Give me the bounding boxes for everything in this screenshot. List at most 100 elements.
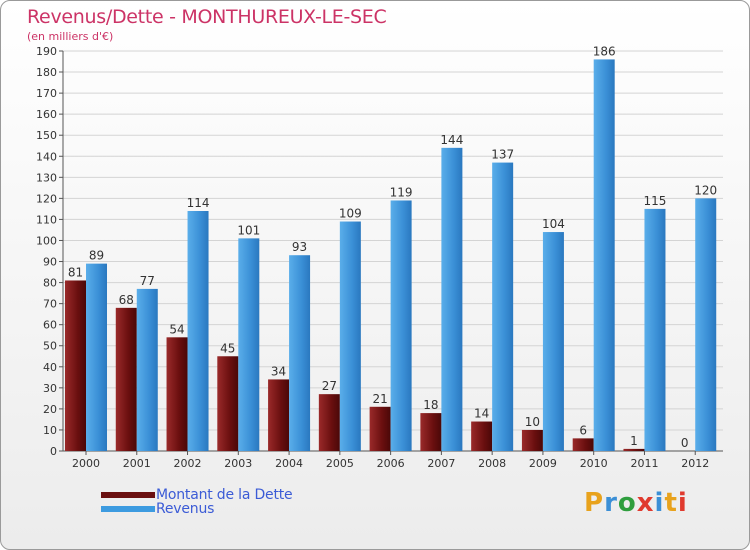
x-tick-label: 2003 <box>224 457 252 470</box>
data-label-dette: 0 <box>681 436 689 450</box>
legend-item-dette: Montant de la Dette <box>101 487 293 503</box>
x-tick-label: 2006 <box>377 457 405 470</box>
bar-dette <box>115 307 137 451</box>
bar-revenus <box>86 263 107 451</box>
x-tick-label: 2000 <box>72 457 100 470</box>
logo-letter: r <box>604 488 618 518</box>
data-label-revenus: 186 <box>593 44 616 58</box>
bar-dette <box>65 280 86 451</box>
bar-dette <box>572 438 594 451</box>
logo-letter: i <box>654 488 665 518</box>
logo-letter: o <box>617 488 637 518</box>
y-tick-label: 20 <box>43 403 57 416</box>
bar-revenus <box>492 162 514 451</box>
y-tick-label: 180 <box>36 66 57 79</box>
data-label-dette: 54 <box>169 322 184 336</box>
logo-letter: t <box>664 488 678 518</box>
bar-revenus <box>390 200 412 451</box>
data-label-dette: 81 <box>68 265 83 279</box>
data-label-dette: 45 <box>220 341 235 355</box>
data-label-revenus: 109 <box>339 207 362 221</box>
chart-title: Revenus/Dette - MONTHUREUX-LE-SEC <box>27 6 387 28</box>
legend-swatch-revenus <box>101 506 155 512</box>
proxiti-logo: Proxiti <box>584 488 688 518</box>
y-tick-label: 130 <box>36 171 57 184</box>
x-tick-label: 2004 <box>275 457 303 470</box>
bar-dette <box>521 429 543 451</box>
bar-revenus <box>542 232 564 451</box>
x-tick-label: 2008 <box>478 457 506 470</box>
data-label-revenus: 101 <box>237 223 260 237</box>
chart-subtitle: (en milliers d'€) <box>27 30 114 43</box>
data-label-dette: 1 <box>630 434 638 448</box>
data-label-dette: 21 <box>372 392 387 406</box>
data-label-revenus: 115 <box>644 194 667 208</box>
y-tick-label: 30 <box>43 382 57 395</box>
x-tick-label: 2009 <box>529 457 557 470</box>
data-label-revenus: 104 <box>542 217 565 231</box>
legend-label-revenus: Revenus <box>156 501 215 517</box>
bar-revenus <box>289 255 311 451</box>
bar-dette <box>420 413 442 451</box>
data-label-dette: 6 <box>579 423 587 437</box>
data-label-revenus: 93 <box>292 240 307 254</box>
legend-swatch-dette <box>101 492 155 498</box>
data-label-dette: 27 <box>322 379 337 393</box>
legend-label-dette: Montant de la Dette <box>156 487 293 503</box>
y-tick-label: 60 <box>43 319 57 332</box>
logo-letter: P <box>584 488 605 518</box>
logo-letter: i <box>677 488 688 518</box>
y-tick-label: 80 <box>43 277 57 290</box>
y-tick-label: 190 <box>36 45 57 58</box>
y-tick-label: 70 <box>43 298 57 311</box>
bar-revenus <box>339 221 361 451</box>
y-tick-label: 170 <box>36 87 57 100</box>
bar-dette <box>166 337 188 451</box>
data-labels: 8189687754114451013493271092111918144141… <box>68 44 717 450</box>
data-label-revenus: 144 <box>440 133 463 147</box>
bar-dette <box>217 356 239 451</box>
x-tick-label: 2010 <box>580 457 608 470</box>
data-label-dette: 14 <box>474 407 489 421</box>
bar-dette <box>471 421 493 451</box>
bar-dette <box>318 394 340 451</box>
y-tick-label: 0 <box>50 445 57 458</box>
bar-dette <box>369 406 391 451</box>
x-tick-label: 2001 <box>123 457 151 470</box>
data-label-dette: 18 <box>423 398 438 412</box>
y-tick-label: 160 <box>36 108 57 121</box>
y-tick-label: 40 <box>43 361 57 374</box>
bar-dette <box>623 448 645 451</box>
legend-item-revenus: Revenus <box>101 501 214 517</box>
data-label-revenus: 119 <box>390 185 413 199</box>
data-label-revenus: 114 <box>187 196 210 210</box>
y-tick-label: 120 <box>36 192 57 205</box>
x-tick-label: 2011 <box>630 457 658 470</box>
bar-revenus <box>644 208 666 451</box>
data-label-revenus: 77 <box>140 274 155 288</box>
bar-revenus <box>136 288 158 451</box>
y-tick-label: 10 <box>43 424 57 437</box>
data-label-dette: 68 <box>119 293 134 307</box>
bar-dette <box>268 379 290 451</box>
x-tick-label: 2002 <box>174 457 202 470</box>
y-tick-label: 140 <box>36 150 57 163</box>
bar-revenus <box>187 211 209 451</box>
x-tick-label: 2012 <box>681 457 709 470</box>
bar-revenus <box>593 59 615 451</box>
data-label-dette: 10 <box>525 415 540 429</box>
bar-revenus <box>441 147 463 451</box>
x-tick-label: 2007 <box>427 457 455 470</box>
data-label-revenus: 137 <box>491 148 514 162</box>
bars <box>65 59 717 451</box>
data-label-revenus: 89 <box>89 249 104 263</box>
y-tick-label: 100 <box>36 234 57 247</box>
x-tick-label: 2005 <box>326 457 354 470</box>
data-label-revenus: 120 <box>694 183 717 197</box>
y-tick-label: 50 <box>43 340 57 353</box>
bar-revenus <box>238 238 260 451</box>
data-label-dette: 34 <box>271 364 286 378</box>
logo-letter: x <box>636 488 655 518</box>
